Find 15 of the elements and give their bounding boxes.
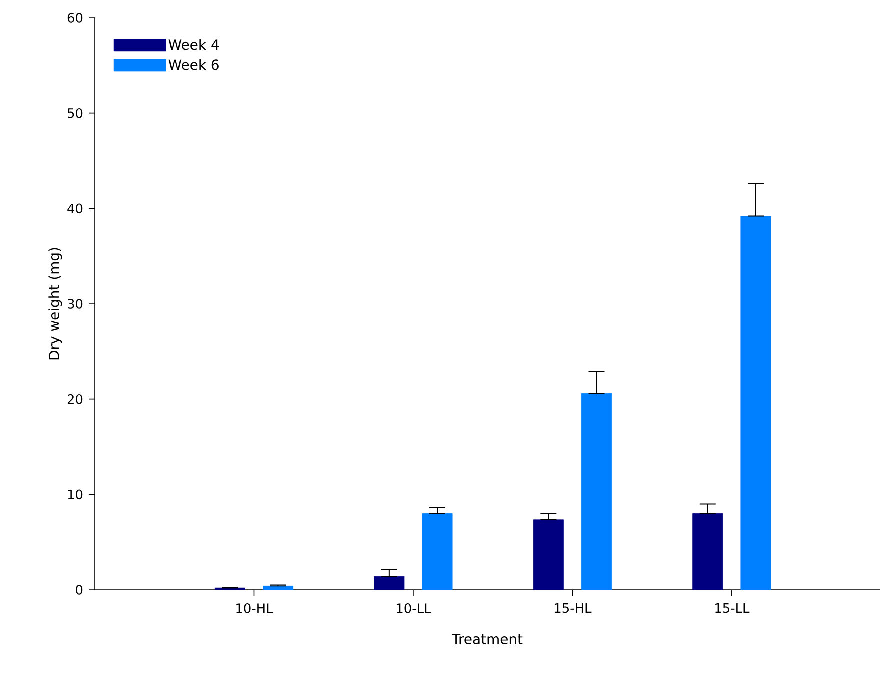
legend-label: Week 6: [168, 59, 219, 70]
y-tick-label: 40: [68, 204, 83, 214]
x-tick-label: 10-HL: [236, 604, 274, 614]
y-tick-label: 60: [68, 13, 83, 23]
x-tick-label: 10-LL: [397, 604, 432, 614]
x-axis-title: Treatment: [452, 634, 523, 645]
x-tick-label: 15-HL: [555, 604, 592, 614]
y-tick-label: 50: [68, 108, 83, 118]
y-tick-label: 30: [68, 299, 83, 309]
y-tick-label: 10: [68, 490, 83, 500]
y-axis-title: Dry weight (mg): [48, 248, 62, 360]
x-tick-label: 15-LL: [716, 604, 750, 614]
legend-label: Week 4: [168, 39, 220, 50]
y-tick-label: 20: [68, 394, 83, 404]
y-tick-label: 0: [76, 585, 83, 595]
